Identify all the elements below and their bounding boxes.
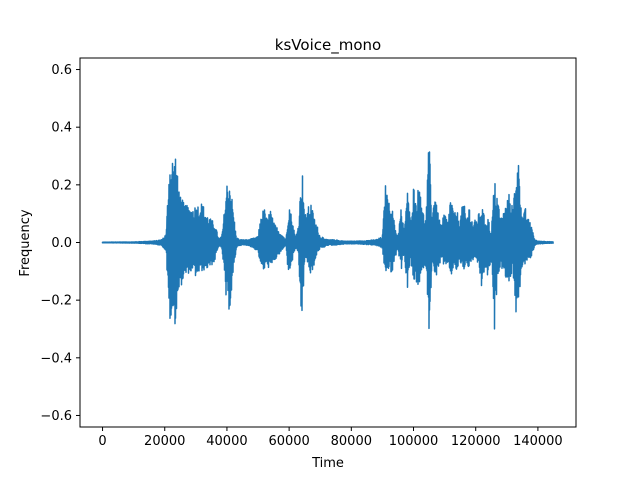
- chart-title: ksVoice_mono: [275, 36, 381, 55]
- waveform-series-line: [101, 151, 555, 330]
- x-tick-label: 40000: [206, 434, 247, 449]
- x-axis-label: Time: [311, 456, 344, 471]
- y-tick-label: 0.0: [51, 236, 72, 251]
- x-tick-label: 80000: [331, 434, 372, 449]
- y-tick-label: 0.2: [51, 178, 72, 193]
- y-tick-label: −0.6: [40, 409, 72, 424]
- x-tick-label: 0: [98, 434, 106, 449]
- x-tick-label: 140000: [513, 434, 563, 449]
- y-tick-label: 0.4: [51, 121, 72, 136]
- x-axis: 0 20000 40000 60000 80000 100000 120000 140000: [98, 427, 563, 449]
- y-axis-label: Frequency: [18, 209, 33, 276]
- y-tick-label: −0.2: [40, 294, 72, 309]
- x-tick-label: 20000: [144, 434, 185, 449]
- x-tick-label: 120000: [451, 434, 501, 449]
- x-tick-label: 60000: [268, 434, 309, 449]
- plot-area: [101, 151, 555, 330]
- y-tick-label: 0.6: [51, 63, 72, 78]
- y-axis: −0.6 −0.4 −0.2 0.0 0.2 0.4 0.6: [40, 63, 80, 424]
- x-tick-label: 100000: [389, 434, 439, 449]
- y-tick-label: −0.4: [40, 351, 72, 366]
